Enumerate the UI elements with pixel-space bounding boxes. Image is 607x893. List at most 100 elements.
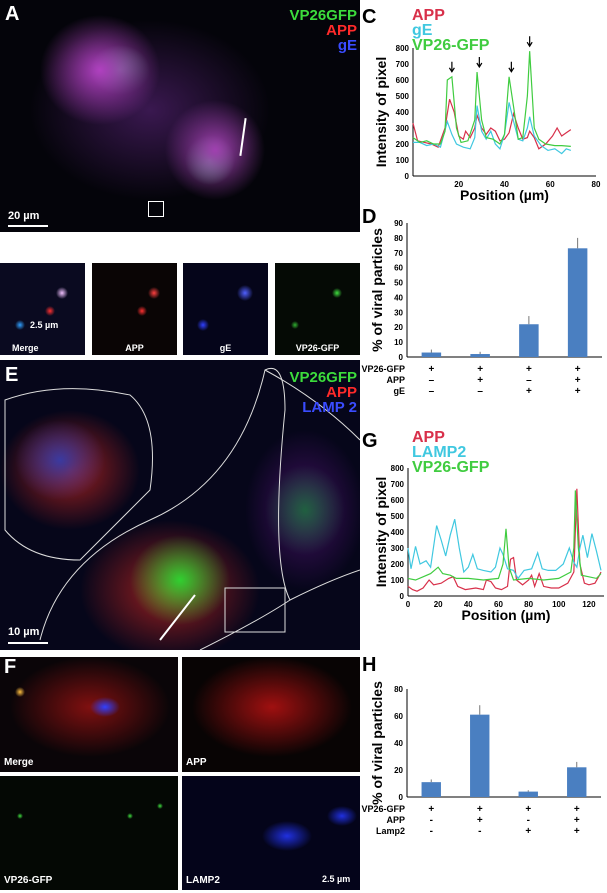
condition-sign: + — [428, 364, 434, 375]
legend-vp26gfp: VP26GFP — [289, 7, 357, 24]
condition-label: Lamp2 — [376, 826, 405, 836]
arrow-icon — [526, 36, 533, 48]
x-tick-label: 0 — [406, 600, 411, 609]
bar — [567, 248, 588, 357]
legend-entry: gE — [412, 22, 433, 39]
condition-sign: + — [477, 364, 483, 375]
y-tick-label: 90 — [394, 219, 403, 228]
condition-sign: + — [574, 815, 580, 826]
y-tick-label: 40 — [394, 739, 403, 748]
panel-label-c: C — [362, 6, 377, 28]
condition-sign: + — [525, 826, 531, 837]
condition-label: APP — [386, 815, 405, 825]
condition-sign: + — [575, 375, 581, 386]
condition-sign: + — [525, 804, 531, 815]
scale-label-b: 2.5 µm — [30, 320, 59, 330]
legend-e: VP26GFP APP LAMP 2 — [289, 370, 357, 415]
micrograph-panel-e: 10 µm — [0, 360, 360, 650]
tile-label: APP — [186, 757, 207, 768]
y-tick-label: 200 — [396, 140, 410, 149]
y-tick-label: 0 — [399, 793, 404, 802]
y-axis-label: % of viral particles — [369, 681, 385, 805]
condition-sign: - — [478, 826, 481, 837]
y-tick-label: 60 — [394, 712, 403, 721]
series-line-vp26-gfp — [412, 51, 571, 147]
y-axis-label: Intensity of pixel — [373, 57, 389, 167]
bar — [421, 352, 442, 357]
y-tick-label: 50 — [394, 279, 403, 288]
series-line-lamp2 — [407, 519, 602, 580]
legend-vp26gfp: VP26GFP — [289, 369, 357, 386]
panel-label-b: B — [4, 236, 19, 258]
condition-sign: - — [430, 826, 433, 837]
scale-bar — [8, 225, 48, 227]
tile-label: gE — [219, 343, 232, 353]
y-axis-label: Intensity of pixel — [373, 477, 389, 587]
series-line-ge — [413, 102, 572, 155]
tile-label: VP26-GFP — [4, 875, 53, 886]
x-tick-label: 100 — [552, 600, 566, 609]
y-tick-label: 20 — [394, 766, 403, 775]
y-tick-label: 100 — [396, 156, 410, 165]
y-tick-label: 60 — [394, 264, 403, 273]
x-axis-label: Position (µm) — [460, 187, 549, 203]
y-tick-label: 0 — [400, 592, 405, 601]
tile-label: LAMP2 — [186, 875, 220, 886]
condition-sign: + — [477, 804, 483, 815]
micrograph-tile: APP — [92, 263, 177, 355]
tile-label: VP26-GFP — [295, 343, 340, 353]
x-tick-label: 40 — [500, 180, 509, 189]
condition-sign: - — [527, 815, 530, 826]
y-tick-label: 500 — [396, 92, 410, 101]
x-tick-label: 20 — [454, 180, 463, 189]
legend-a: VP26GFP APP gE — [289, 8, 357, 53]
bar — [567, 767, 587, 797]
arrow-icon — [448, 61, 455, 73]
condition-sign: + — [526, 364, 532, 375]
x-tick-label: 60 — [494, 600, 503, 609]
condition-sign: – — [429, 375, 435, 386]
bar — [421, 782, 441, 797]
micrograph-tile: VP26-GFP — [275, 263, 360, 355]
y-tick-label: 300 — [396, 124, 410, 133]
condition-sign: + — [428, 804, 434, 815]
tile-label: Merge — [4, 757, 34, 768]
bar — [470, 714, 490, 797]
bar — [519, 324, 539, 357]
bar — [518, 791, 538, 797]
panel-label-f: F — [4, 656, 17, 678]
condition-sign: + — [574, 804, 580, 815]
arrow-icon — [508, 61, 515, 73]
y-tick-label: 600 — [391, 496, 405, 505]
scale-label: 10 µm — [8, 626, 40, 638]
panel-label-g: G — [362, 430, 378, 452]
tile-label: APP — [125, 343, 144, 353]
y-tick-label: 70 — [394, 249, 403, 258]
y-tick-label: 800 — [391, 464, 405, 473]
legend-entry: VP26-GFP — [412, 459, 490, 476]
micrograph-tile: Merge — [0, 263, 85, 355]
legend-app: APP — [326, 22, 357, 39]
condition-sign: – — [477, 386, 483, 397]
y-tick-label: 80 — [394, 234, 403, 243]
micrograph-tile: VP26-GFP — [0, 776, 178, 890]
condition-sign: – — [526, 375, 532, 386]
legend-ge: gE — [337, 37, 357, 54]
panel-label-h: H — [362, 654, 377, 676]
legend-lamp2: LAMP 2 — [302, 399, 357, 416]
y-tick-label: 600 — [396, 76, 410, 85]
legend-entry: VP26-GFP — [412, 37, 490, 54]
y-tick-label: 300 — [391, 544, 405, 553]
series-line-vp26-gfp — [407, 490, 602, 581]
condition-sign: + — [477, 375, 483, 386]
y-tick-label: 80 — [394, 685, 403, 694]
panel-label-a: A — [5, 3, 20, 25]
series-line-app — [412, 98, 572, 150]
condition-sign: + — [575, 364, 581, 375]
x-tick-label: 120 — [582, 600, 596, 609]
inset-box — [148, 201, 164, 217]
y-tick-label: 10 — [394, 338, 403, 347]
y-tick-label: 20 — [394, 323, 403, 332]
y-tick-label: 800 — [396, 44, 410, 53]
panel-label-d: D — [362, 206, 377, 228]
